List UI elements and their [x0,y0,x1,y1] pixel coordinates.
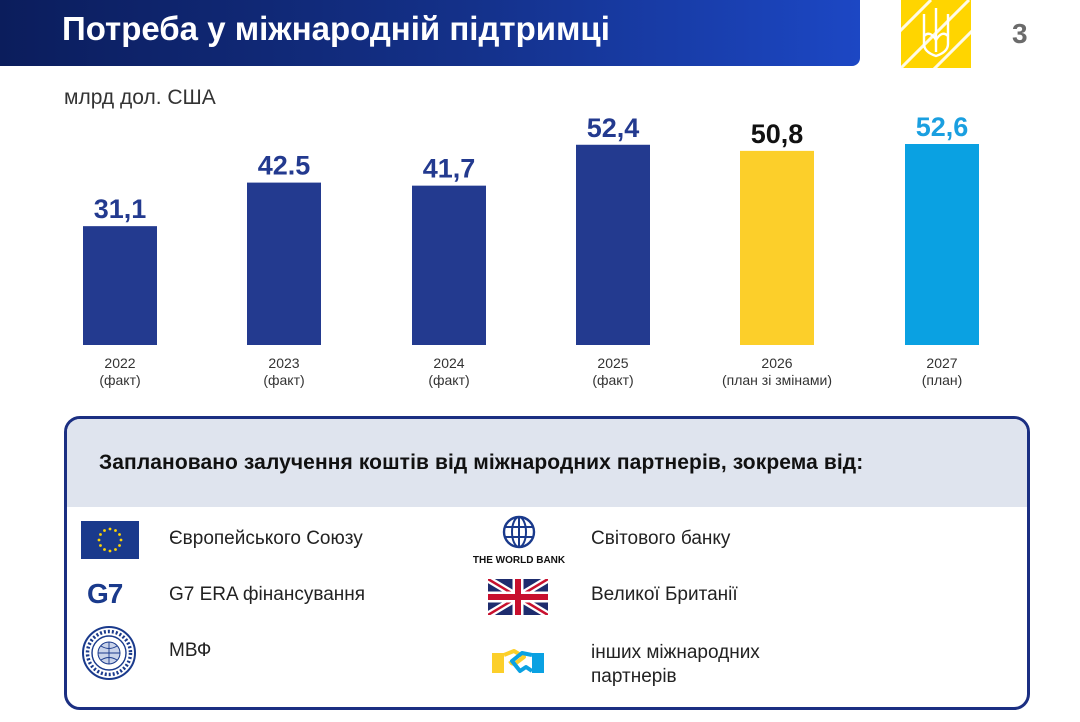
partner-label: Великої Британії [591,584,738,605]
unit-label: млрд дол. США [64,86,216,109]
trident-emblem-icon [901,0,971,68]
data-label: 52,6 [916,112,969,142]
x-tick-label: (план зі змінами) [722,372,832,388]
partner-item-eu: Європейського Союзу [169,527,363,551]
bar-chart: 31,12022(факт)42.52023(факт)41,72024(фак… [83,112,979,388]
partner-item-other: інших міжнародних партнерів [591,641,760,689]
partner-item-g7: МВФ G7 ERA фінансування [169,583,365,607]
data-label: 50,8 [751,119,804,149]
x-tick-label: (факт) [263,372,304,388]
imf-seal-icon [81,625,137,686]
bar [740,150,814,345]
partner-label-line: партнерів [591,666,677,687]
x-tick-label: 2022 [104,355,135,371]
title-bar: Потреба у міжнародній підтримці [0,0,860,66]
uk-flag-icon [486,575,550,620]
world-bank-logo-icon: THE WORLD BANK [467,515,571,566]
partner-label: МВФ [169,640,212,661]
x-tick-label: (факт) [592,372,633,388]
x-tick-label: 2026 [761,355,792,371]
bar [83,226,157,345]
partner-label: G7 ERA фінансування [169,584,366,605]
partners-box: Заплановано залучення коштів від міжнаро… [64,416,1030,710]
data-label: 52,4 [587,113,640,143]
bar [576,144,650,345]
x-tick-label: 2025 [597,355,628,371]
page-title: Потреба у міжнародній підтримці [62,10,610,47]
partners-heading-bar: Заплановано залучення коштів від міжнаро… [67,419,1027,507]
x-tick-label: (план) [922,372,963,388]
x-tick-label: 2023 [268,355,299,371]
x-tick-label: (факт) [99,372,140,388]
x-tick-label: 2027 [926,355,957,371]
partner-item-uk: Великої Британії [591,583,738,607]
x-tick-label: (факт) [428,372,469,388]
bar [412,185,486,345]
bar [247,182,321,345]
partner-item-world-bank: Світового банку [591,527,730,551]
partner-label: Світового банку [591,528,731,549]
data-label: 42.5 [258,151,311,181]
g7-logo-icon: G7 [87,578,123,609]
partner-label: Європейського Союзу [169,528,363,549]
bar [905,144,979,345]
partner-label-line: інших міжнародних [591,642,760,663]
x-tick-label: 2024 [433,355,464,371]
data-label: 41,7 [423,154,476,184]
partner-item-imf: МВФ [169,639,211,663]
page-number: 3 [1012,18,1028,49]
handshake-icon [490,645,546,684]
partners-heading: Заплановано залучення коштів від міжнаро… [99,451,864,474]
data-label: 31,1 [94,194,147,224]
eu-flag-icon [81,521,139,564]
